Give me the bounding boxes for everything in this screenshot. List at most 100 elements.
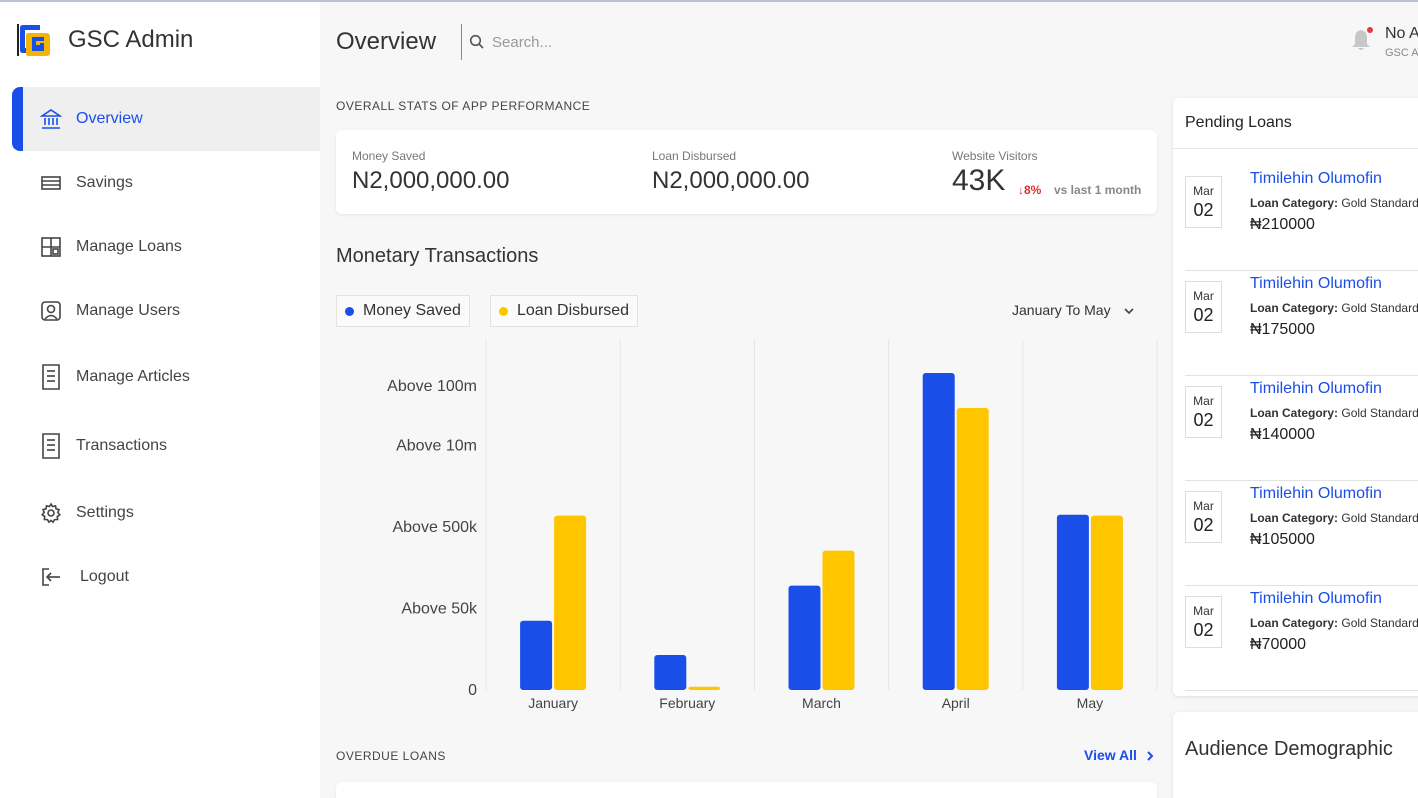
legend-dot [499,306,508,316]
legend-loan-disbursed[interactable]: Loan Disbursed [490,295,639,327]
date-month: Mar [1193,289,1214,303]
date-box: Mar 02 [1185,491,1222,543]
bar-loan-disbursed [822,550,855,690]
legend-dot [345,306,354,316]
gear-icon [40,502,62,524]
bar-loan-disbursed [1090,515,1123,690]
loan-category-label: Loan Category: [1250,196,1339,210]
stats-section-label: OVERALL STATS OF APP PERFORMANCE [336,99,591,113]
stat-label: Website Visitors [952,149,1038,163]
notification-dot [1367,27,1373,33]
sidebar-item-label: Manage Loans [76,238,182,255]
date-day: 02 [1193,305,1214,325]
date-month: Mar [1193,184,1214,198]
loan-category-value: Gold Standard [1341,616,1418,630]
sidebar-item-savings[interactable]: Savings [12,151,320,215]
y-tick-label: 0 [468,682,477,699]
search-icon[interactable] [469,34,485,50]
sidebar-item-label: Logout [80,568,129,585]
loan-applicant-link[interactable]: Timilehin Olumofin [1250,170,1382,187]
user-icon [40,300,62,322]
savings-icon [40,172,62,194]
bar-loan-disbursed [554,515,587,690]
pending-loan-item[interactable]: Mar 02 Timilehin Olumofin Loan Category:… [1185,376,1418,481]
loan-applicant-link[interactable]: Timilehin Olumofin [1250,590,1382,607]
stat-label: Loan Disbursed [652,149,737,163]
loan-amount: ₦140000 [1250,426,1315,443]
loan-amount: ₦210000 [1250,216,1315,233]
loan-category: Loan Category: Gold Standard [1250,301,1418,315]
loan-category-label: Loan Category: [1250,301,1339,315]
loan-category: Loan Category: Gold Standard [1250,196,1418,210]
sidebar-item-settings[interactable]: Settings [12,481,320,545]
sidebar-item-transactions[interactable]: Transactions [12,414,320,478]
pending-loans-panel: Pending Loans Mar 02 Timilehin Olumofin … [1173,98,1418,696]
x-tick-label: January [528,695,578,711]
pending-loan-item[interactable]: Mar 02 Timilehin Olumofin Loan Category:… [1185,586,1418,691]
audience-demographic-panel: Audience Demographic [1173,712,1418,798]
stat-website-visitors: Website Visitors [952,149,1038,163]
date-month: Mar [1193,394,1214,408]
header-divider [461,24,462,60]
pending-loan-item[interactable]: Mar 02 Timilehin Olumofin Loan Category:… [1185,271,1418,376]
brand[interactable]: GSC Admin [16,22,193,58]
search-input[interactable] [492,30,792,54]
date-range-select[interactable]: January To May [1012,302,1135,318]
stat-value: 43K [952,164,1006,197]
date-range-value: January To May [1012,302,1111,318]
stat-money-saved: Money Saved N2,000,000.00 [352,149,509,195]
loan-category-value: Gold Standard [1341,301,1418,315]
sidebar-item-label: Manage Articles [76,368,190,385]
date-box: Mar 02 [1185,386,1222,438]
chevron-down-icon [1123,304,1135,316]
bar-money-saved [520,620,553,690]
stat-label: Money Saved [352,149,426,163]
bar-money-saved [654,654,687,690]
sidebar-item-overview[interactable]: Overview [12,87,320,151]
loan-applicant-link[interactable]: Timilehin Olumofin [1250,275,1382,292]
top-border [0,0,1418,2]
y-tick-label: Above 50k [401,601,478,618]
chevron-right-icon [1145,749,1155,761]
loan-category-label: Loan Category: [1250,406,1339,420]
gsc-logo-icon [16,22,52,58]
sidebar-item-manage-loans[interactable]: Manage Loans [12,215,320,279]
legend-money-saved[interactable]: Money Saved [336,295,470,327]
sidebar-item-label: Settings [76,504,134,521]
sidebar-item-label: Overview [76,110,143,127]
overdue-section-label: OVERDUE LOANS [336,749,446,763]
sidebar-item-manage-users[interactable]: Manage Users [12,279,320,343]
x-tick-label: April [942,695,970,711]
loan-amount: ₦105000 [1250,531,1315,548]
sidebar-item-logout[interactable]: Logout [12,545,320,609]
loan-applicant-link[interactable]: Timilehin Olumofin [1250,380,1382,397]
loan-category: Loan Category: Gold Standard [1250,511,1418,525]
pending-loan-item[interactable]: Mar 02 Timilehin Olumofin Loan Category:… [1185,481,1418,586]
x-tick-label: March [802,695,841,711]
x-tick-label: May [1077,695,1103,711]
bar-money-saved [922,372,955,690]
transactions-bar-chart: Above 100m Above 10m Above 500k Above 50k 0 J… [387,340,1158,711]
date-box: Mar 02 [1185,596,1222,648]
overdue-loans-card [336,782,1157,798]
user-name[interactable]: No A [1385,25,1418,42]
pending-loan-item[interactable]: Mar 02 Timilehin Olumofin Loan Category:… [1185,166,1418,271]
stat-value: N2,000,000.00 [652,167,810,194]
loans-icon [40,236,62,258]
bell-icon[interactable] [1350,28,1372,52]
bar-money-saved [1056,514,1089,690]
date-box: Mar 02 [1185,176,1222,228]
sidebar-item-manage-articles[interactable]: Manage Articles [12,345,320,409]
loan-amount: ₦70000 [1250,636,1307,653]
legend-label: Money Saved [363,302,461,319]
pending-loans-title: Pending Loans [1185,114,1292,131]
sidebar-item-label: Manage Users [76,302,181,319]
stat-loan-disbursed: Loan Disbursed N2,000,000.00 [652,149,809,195]
view-all-link[interactable]: View All [1084,747,1155,763]
bar-loan-disbursed [688,686,721,690]
bar-money-saved [788,585,821,690]
loan-applicant-link[interactable]: Timilehin Olumofin [1250,485,1382,502]
stat-compare: vs last 1 month [1054,183,1142,197]
loan-category: Loan Category: Gold Standard [1250,616,1418,630]
loan-category-label: Loan Category: [1250,511,1339,525]
